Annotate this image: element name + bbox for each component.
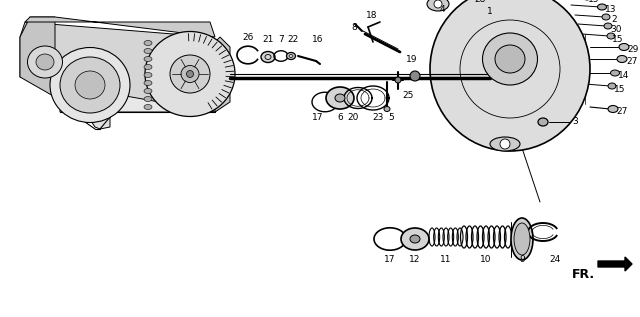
Polygon shape (25, 17, 215, 37)
Text: 30: 30 (611, 24, 621, 34)
Ellipse shape (28, 46, 63, 78)
Ellipse shape (511, 218, 533, 260)
Circle shape (500, 139, 510, 149)
Text: 3: 3 (572, 118, 578, 126)
Ellipse shape (538, 118, 548, 126)
Text: 16: 16 (312, 36, 324, 44)
Ellipse shape (75, 71, 105, 99)
Ellipse shape (495, 45, 525, 73)
Ellipse shape (430, 0, 590, 151)
Ellipse shape (144, 49, 152, 54)
Text: 26: 26 (243, 33, 253, 42)
Ellipse shape (611, 70, 620, 76)
Text: 20: 20 (348, 113, 358, 121)
Ellipse shape (144, 81, 152, 86)
Text: 21: 21 (262, 35, 274, 43)
Ellipse shape (145, 31, 235, 117)
Text: 7: 7 (278, 36, 284, 44)
Text: 23: 23 (372, 113, 384, 121)
Ellipse shape (514, 223, 530, 255)
Text: 24: 24 (549, 256, 561, 264)
Ellipse shape (598, 4, 607, 10)
Circle shape (395, 77, 401, 83)
Text: 17: 17 (384, 256, 396, 264)
Polygon shape (20, 17, 55, 97)
Ellipse shape (335, 94, 345, 102)
Text: 2: 2 (611, 16, 617, 24)
Text: 27: 27 (616, 107, 628, 117)
Ellipse shape (170, 55, 210, 93)
Text: 25: 25 (403, 90, 413, 100)
Text: 13: 13 (605, 5, 617, 15)
Ellipse shape (619, 43, 629, 50)
Ellipse shape (427, 0, 449, 11)
Ellipse shape (186, 70, 193, 77)
Circle shape (434, 0, 442, 8)
Ellipse shape (326, 87, 354, 109)
Text: FR.: FR. (572, 268, 595, 281)
Text: 8: 8 (351, 23, 357, 31)
Ellipse shape (50, 48, 130, 122)
Text: 6: 6 (337, 113, 343, 121)
Ellipse shape (144, 56, 152, 61)
Ellipse shape (144, 41, 152, 46)
Text: 22: 22 (287, 36, 299, 44)
Ellipse shape (144, 96, 152, 101)
Text: 19: 19 (406, 55, 418, 63)
Text: 15: 15 (614, 85, 626, 94)
Ellipse shape (181, 66, 199, 82)
Ellipse shape (608, 83, 616, 89)
Text: 9: 9 (519, 256, 525, 264)
Ellipse shape (384, 107, 390, 112)
Ellipse shape (602, 14, 610, 20)
Text: 29: 29 (627, 46, 639, 55)
Ellipse shape (287, 53, 296, 60)
Polygon shape (60, 37, 225, 112)
Text: 5: 5 (388, 113, 394, 121)
Text: 18: 18 (366, 10, 378, 20)
Text: 1: 1 (487, 8, 493, 16)
Text: 4: 4 (439, 5, 445, 15)
Ellipse shape (60, 57, 120, 113)
Polygon shape (20, 22, 220, 112)
Text: 11: 11 (440, 256, 452, 264)
Ellipse shape (617, 55, 627, 62)
Text: 15: 15 (588, 0, 600, 4)
Text: 28: 28 (474, 0, 486, 3)
Text: 17: 17 (312, 113, 324, 121)
Ellipse shape (36, 54, 54, 70)
Ellipse shape (608, 106, 618, 113)
Circle shape (410, 71, 420, 81)
Ellipse shape (483, 33, 538, 85)
Text: 12: 12 (410, 256, 420, 264)
Ellipse shape (144, 88, 152, 94)
Ellipse shape (144, 64, 152, 69)
Polygon shape (215, 37, 230, 112)
Ellipse shape (490, 137, 520, 151)
Ellipse shape (410, 235, 420, 243)
Text: 15: 15 (612, 35, 624, 43)
Text: 27: 27 (627, 57, 637, 67)
Ellipse shape (261, 51, 275, 62)
Polygon shape (85, 112, 110, 129)
Text: 10: 10 (480, 256, 492, 264)
Ellipse shape (604, 23, 612, 29)
Ellipse shape (144, 73, 152, 77)
Ellipse shape (607, 33, 615, 39)
Text: 14: 14 (618, 72, 630, 81)
Ellipse shape (144, 105, 152, 109)
Polygon shape (598, 257, 632, 271)
Ellipse shape (401, 228, 429, 250)
